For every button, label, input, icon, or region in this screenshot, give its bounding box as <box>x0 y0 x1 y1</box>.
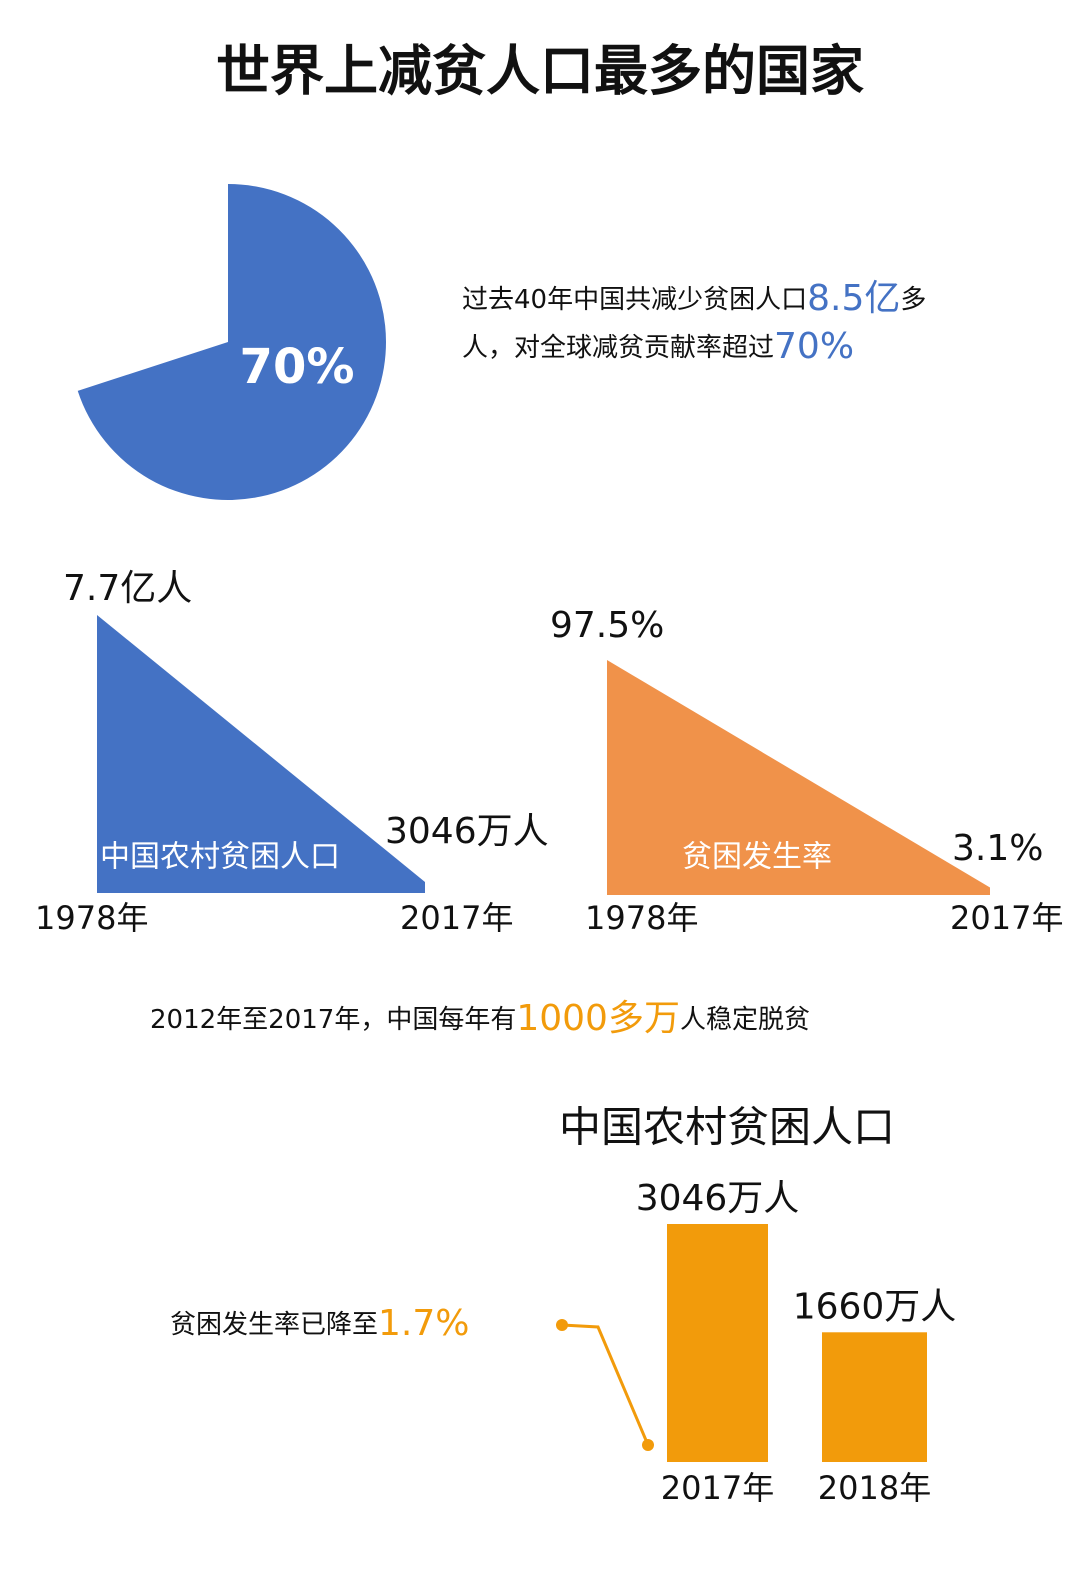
highlight-text: 70% <box>774 326 854 367</box>
note-line: 人，对全球减贫贡献率超过70% <box>462 326 854 367</box>
note-line: 2012年至2017年，中国每年有1000多万人稳定脱贫 <box>150 998 810 1039</box>
triangle <box>607 660 990 895</box>
category-label: 1978年 <box>35 899 148 937</box>
pie-label: 70% <box>240 339 355 395</box>
triangle <box>97 615 425 893</box>
note-text: 贫困发生率已降至 <box>170 1310 378 1340</box>
value-label: 97.5% <box>550 605 664 646</box>
page-title: 世界上减贫人口最多的国家 <box>216 40 864 103</box>
highlight-text: 1.7% <box>378 1303 469 1344</box>
triangle-title: 中国农村贫困人口 <box>100 840 340 875</box>
value-label: 3046万人 <box>636 1178 800 1219</box>
highlight-text: 1000多万 <box>516 998 680 1039</box>
note-text: 多 <box>900 285 926 315</box>
value-label: 3.1% <box>952 828 1043 869</box>
category-label: 2017年 <box>400 899 513 937</box>
category-label: 1978年 <box>585 899 698 937</box>
value-label: 7.7亿人 <box>63 568 192 609</box>
note-text: 过去40年中国共减少贫困人口 <box>462 285 807 315</box>
triangle-title: 贫困发生率 <box>682 840 832 875</box>
bar <box>667 1224 768 1462</box>
connector-dot <box>642 1439 654 1451</box>
connector-dot <box>556 1319 568 1331</box>
highlight-text: 8.5亿 <box>807 278 900 319</box>
category-label: 2017年 <box>950 899 1063 937</box>
bar-title: 中国农村贫困人口 <box>559 1103 895 1152</box>
note-text: 2012年至2017年，中国每年有 <box>150 1005 516 1035</box>
value-label: 3046万人 <box>385 811 549 852</box>
note-text: 人，对全球减贫贡献率超过 <box>462 333 774 363</box>
note-line: 过去40年中国共减少贫困人口8.5亿多 <box>462 278 926 319</box>
value-label: 1660万人 <box>793 1286 957 1327</box>
category-label: 2017年 <box>661 1469 774 1507</box>
bar <box>822 1332 927 1462</box>
category-label: 2018年 <box>818 1469 931 1507</box>
pie-slice <box>77 184 386 500</box>
note-text: 人稳定脱贫 <box>680 1005 810 1035</box>
note-line: 贫困发生率已降至1.7% <box>170 1303 469 1344</box>
connector <box>561 1323 650 1446</box>
